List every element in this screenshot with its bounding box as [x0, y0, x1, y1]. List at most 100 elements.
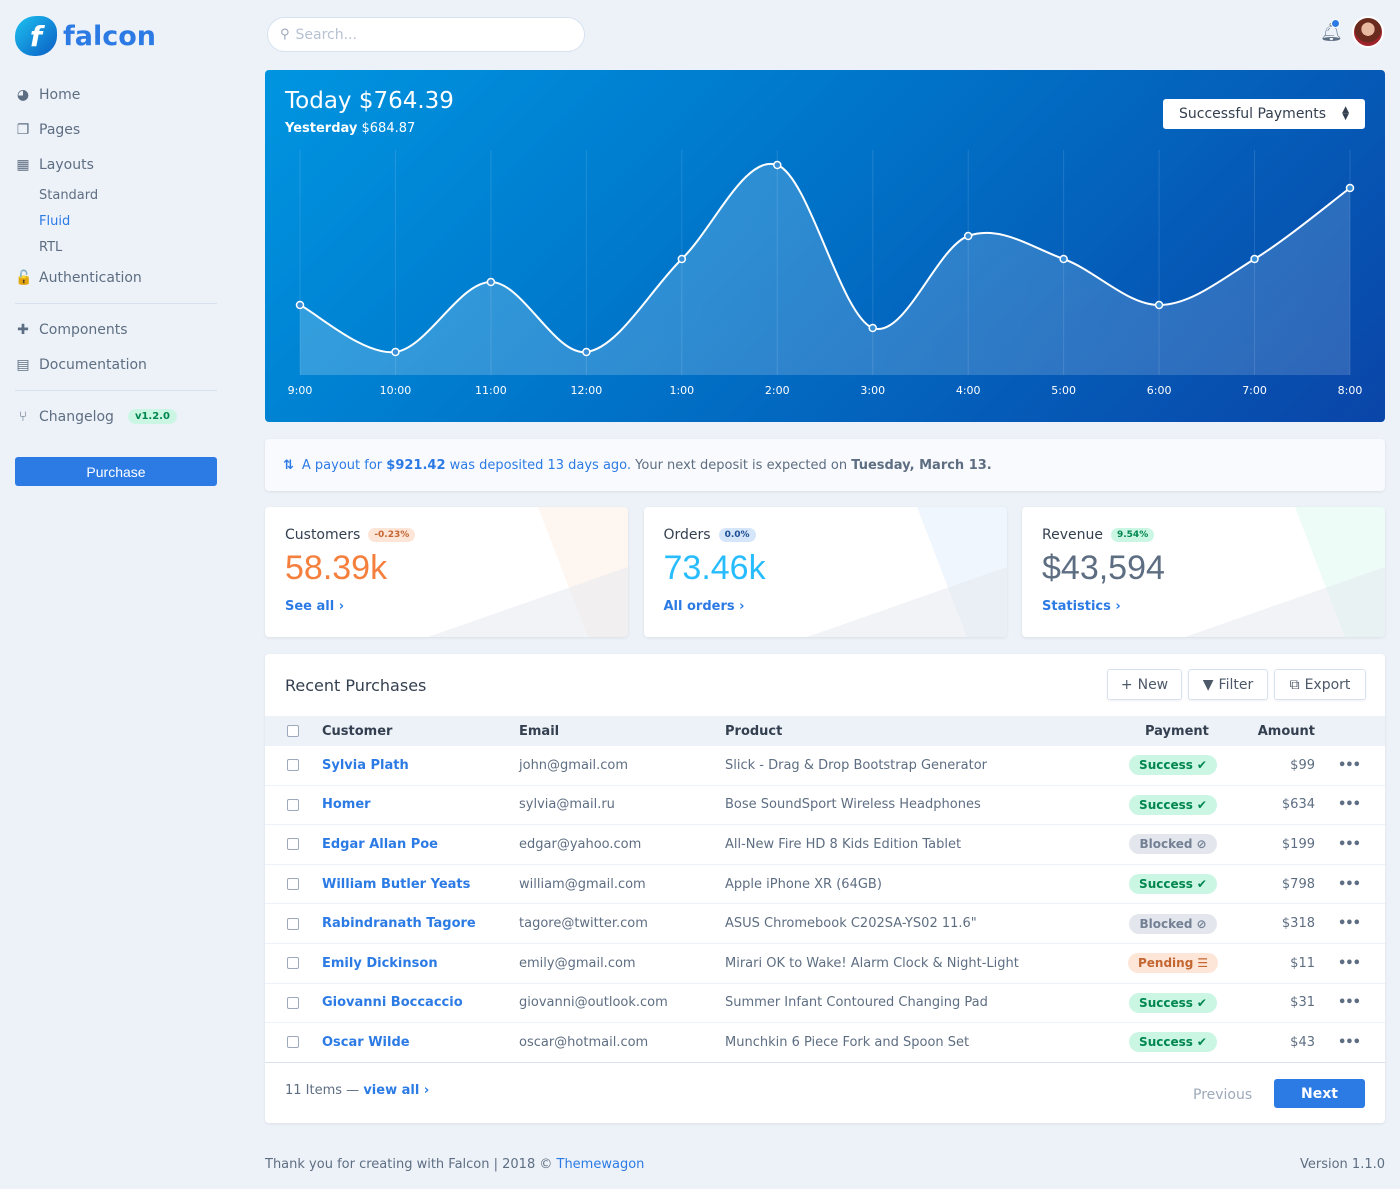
row-actions-icon[interactable]: ••• [1338, 757, 1361, 773]
sidebar-subitem-standard[interactable]: Standard [39, 187, 99, 203]
data-point[interactable] [963, 231, 973, 241]
row-checkbox[interactable] [287, 917, 299, 930]
customer-link[interactable]: Emily Dickinson [322, 955, 438, 971]
customer-link[interactable]: Giovanni Boccaccio [322, 995, 463, 1011]
data-point[interactable] [868, 323, 877, 333]
code-branch-icon: ⑂ [18, 408, 28, 425]
grid-icon: ▦ [16, 156, 30, 173]
next-button[interactable]: Next [1274, 1079, 1365, 1108]
amount-cell: $11 [1290, 955, 1315, 971]
stat-value: $43,594 [1042, 549, 1165, 587]
stat-change-badge: 0.0% [718, 528, 756, 542]
data-point[interactable] [295, 300, 305, 310]
search-bar[interactable]: ⚲ [267, 17, 585, 52]
data-point[interactable] [1059, 254, 1068, 264]
payment-type-select[interactable]: Successful Payments ▲ ▼ [1163, 99, 1365, 129]
customer-link[interactable]: Oscar Wilde [322, 1034, 410, 1050]
sidebar-item-authentication[interactable]: 🔓 Authentication [15, 260, 217, 295]
check-icon: ✔ [1196, 995, 1207, 1010]
export-button[interactable]: ⧉ Export [1274, 669, 1366, 700]
previous-button[interactable]: Previous [1193, 1087, 1253, 1103]
sidebar-item-label: Home [39, 86, 81, 103]
data-point[interactable] [486, 277, 496, 287]
data-point[interactable] [1345, 183, 1355, 193]
sidebar-item-documentation[interactable]: ▤ Documentation [15, 347, 217, 382]
row-actions-icon[interactable]: ••• [1338, 916, 1361, 932]
amount-cell: $798 [1281, 876, 1315, 892]
row-actions-icon[interactable]: ••• [1338, 836, 1361, 852]
payments-line-chart: 9:00 10:00 11:00 12:00 1:00 2:00 3:00 4:00 5:00 6… [288, 150, 1362, 397]
status-badge: Success ✔ [1129, 1032, 1217, 1053]
select-all-checkbox[interactable] [287, 725, 299, 737]
stat-value: 58.39k [285, 549, 388, 587]
status-badge: Success ✔ [1129, 874, 1217, 895]
data-point[interactable] [773, 160, 782, 170]
row-checkbox[interactable] [287, 878, 299, 891]
data-point[interactable] [1250, 254, 1259, 264]
sidebar-item-home[interactable]: ◕ Home [15, 77, 217, 112]
x-tick-label: 1:00 [669, 384, 694, 397]
notification-button[interactable]: 🔔︎ [1320, 19, 1343, 44]
row-checkbox[interactable] [287, 759, 299, 772]
x-tick-label: 12:00 [571, 384, 603, 397]
table-row: Homer sylvia@mail.ru Bose SoundSport Wir… [265, 786, 1385, 826]
status-badge: Pending ☰ [1127, 953, 1219, 974]
themewagon-link[interactable]: Themewagon [556, 1157, 645, 1172]
row-checkbox[interactable] [287, 838, 299, 851]
sidebar-subitem-rtl[interactable]: RTL [39, 239, 63, 255]
sidebar-item-components[interactable]: ✚ Components [15, 312, 217, 347]
sidebar-item-layouts[interactable]: ▦ Layouts [15, 147, 217, 182]
data-point[interactable] [582, 347, 591, 357]
row-checkbox[interactable] [287, 1036, 299, 1049]
data-point[interactable] [391, 347, 400, 357]
customer-link[interactable]: William Butler Yeats [322, 876, 471, 892]
search-icon: ⚲ [280, 27, 290, 42]
header-payment[interactable]: Payment [1145, 723, 1209, 739]
row-checkbox[interactable] [287, 957, 299, 970]
filter-button[interactable]: ▼ Filter [1188, 669, 1268, 700]
status-badge: Success ✔ [1129, 755, 1217, 776]
header-customer[interactable]: Customer [322, 723, 393, 739]
row-checkbox[interactable] [287, 996, 299, 1009]
notification-dot [1331, 19, 1340, 28]
sidebar-subitem-fluid[interactable]: Fluid [39, 213, 71, 229]
customer-link[interactable]: Edgar Allan Poe [322, 836, 439, 852]
data-point[interactable] [677, 254, 687, 264]
stat-title: Orders [663, 527, 711, 543]
header-email[interactable]: Email [519, 723, 560, 739]
sidebar-item-pages[interactable]: ❐ Pages [15, 112, 217, 147]
x-tick-label: 3:00 [860, 384, 885, 397]
table-row: Rabindranath Tagore tagore@twitter.com A… [265, 904, 1385, 944]
yesterday-value: $684.87 [361, 121, 416, 136]
stream-icon: ☰ [1197, 956, 1209, 971]
yesterday-total: Yesterday $684.87 [285, 121, 415, 136]
check-icon: ✔ [1196, 877, 1207, 892]
header-amount[interactable]: Amount [1257, 723, 1315, 739]
table-row: Emily Dickinson emily@gmail.com Mirari O… [265, 944, 1385, 984]
brand-logo[interactable]: f falcon [15, 16, 156, 56]
new-button[interactable]: + New [1107, 669, 1182, 700]
stat-change-badge: 9.54% [1110, 528, 1155, 542]
row-actions-icon[interactable]: ••• [1338, 876, 1361, 892]
sidebar-item-changelog[interactable]: ⑂ Changelog v1.2.0 [15, 399, 217, 434]
stat-link[interactable]: See all › [285, 599, 345, 614]
customer-link[interactable]: Homer [322, 797, 371, 813]
yesterday-label: Yesterday [285, 121, 358, 136]
stat-link[interactable]: Statistics › [1042, 599, 1121, 614]
view-all-link[interactable]: view all › [363, 1083, 430, 1098]
row-actions-icon[interactable]: ••• [1338, 955, 1361, 971]
search-input[interactable] [295, 26, 556, 43]
row-actions-icon[interactable]: ••• [1338, 797, 1361, 813]
row-checkbox[interactable] [287, 798, 299, 811]
avatar[interactable] [1352, 16, 1384, 48]
header-product[interactable]: Product [725, 723, 783, 739]
data-point[interactable] [1154, 300, 1164, 310]
email-cell: sylvia@mail.ru [519, 797, 615, 813]
row-actions-icon[interactable]: ••• [1338, 1034, 1361, 1050]
customer-link[interactable]: Rabindranath Tagore [322, 916, 476, 932]
product-cell: All-New Fire HD 8 Kids Edition Tablet [725, 836, 962, 852]
customer-link[interactable]: Sylvia Plath [322, 757, 409, 773]
stat-link[interactable]: All orders › [663, 599, 745, 614]
row-actions-icon[interactable]: ••• [1338, 995, 1361, 1011]
purchase-button[interactable]: Purchase [15, 457, 217, 486]
